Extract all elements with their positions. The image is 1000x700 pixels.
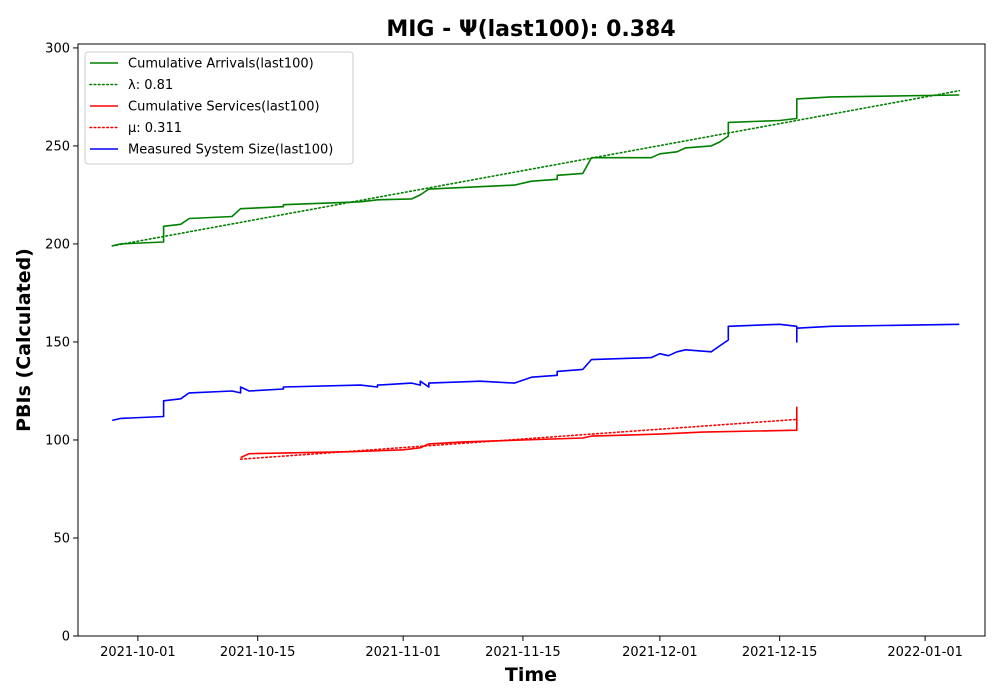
series-line-2 [111,89,961,247]
series-line-4 [239,418,798,460]
y-tick-label: 300 [45,41,70,56]
y-axis-label: PBIs (Calculated) [13,248,35,432]
legend: Cumulative Arrivals(last100) λ: 0.81 Cumul… [84,51,354,165]
x-axis: 2021-10-01 2021-10-15 2021-11-01 2021-11-15… [100,636,963,660]
y-tick-label: 50 [53,531,70,546]
x-axis-label: Time [505,664,557,686]
legend-label: Measured System Size(last100) [128,143,333,158]
x-tick-label: 2021-10-01 [100,645,176,660]
series-layer [111,89,961,460]
x-tick-label: 2021-11-01 [365,645,441,660]
series-line-1 [112,94,960,247]
legend-label: μ: 0.311 [128,121,182,136]
legend-label: λ: 0.81 [128,78,173,93]
series-line-5 [112,323,960,422]
x-tick-label: 2021-12-01 [622,645,698,660]
plot-frame [77,43,986,637]
legend-box [84,51,354,165]
x-tick-label: 2021-11-15 [485,645,561,660]
y-tick-label: 0 [62,630,70,645]
x-tick-label: 2022-01-01 [887,645,963,660]
legend-label: Cumulative Services(last100) [128,100,320,115]
y-tick-label: 150 [45,335,70,350]
x-tick-label: 2021-10-15 [220,645,296,660]
x-tick-label: 2021-12-15 [742,645,818,660]
y-tick-label: 250 [45,139,70,154]
legend-label: Cumulative Arrivals(last100) [128,57,314,72]
y-axis: 0 50 100 150 200 250 300 [45,41,78,645]
y-tick-label: 200 [45,237,70,252]
chart-title: MIG - Ψ(last100): 0.384 [386,17,675,42]
y-tick-label: 100 [45,433,70,448]
